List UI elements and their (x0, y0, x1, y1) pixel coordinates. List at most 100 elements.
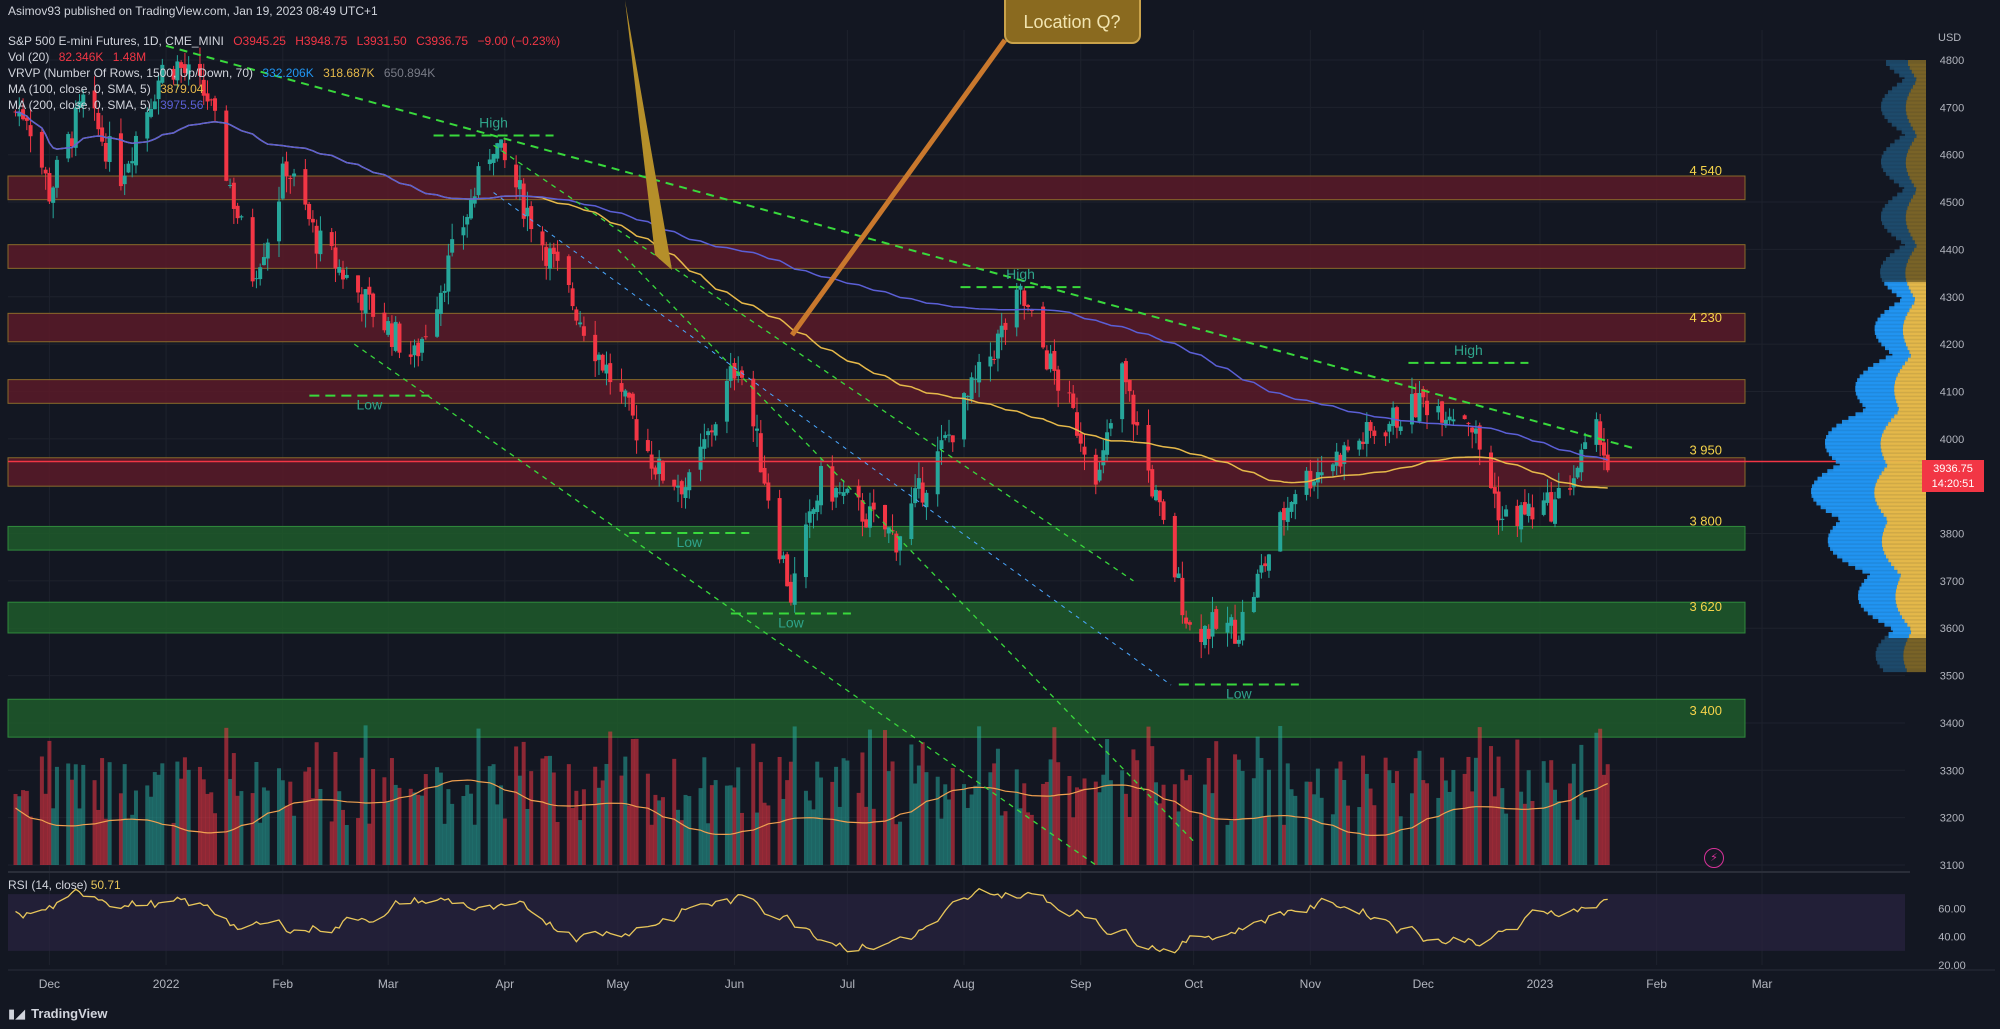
volume-bar (1541, 761, 1546, 865)
candle-body (1131, 394, 1136, 425)
candle-body (841, 492, 846, 496)
candle-body (51, 187, 56, 203)
volume-bar (792, 726, 797, 865)
candle-body (1398, 426, 1403, 432)
volume-bar (386, 802, 391, 865)
candle-body (1233, 619, 1238, 644)
profile-bar-up (1837, 552, 1887, 559)
candle-body (608, 363, 613, 383)
candle-body (303, 169, 308, 205)
profile-bar-up (1877, 317, 1905, 324)
candle-body (24, 117, 29, 121)
lightning-icon[interactable]: ⚡ (1704, 848, 1724, 868)
y-tick-label: 4400 (1940, 244, 1964, 256)
overlay-lines (8, 0, 1918, 866)
profile-bar-down (1910, 624, 1926, 631)
candle-body (1263, 563, 1268, 567)
symbol-name[interactable]: S&P 500 E-mini Futures, 1D, CME_MINI (8, 34, 224, 48)
candle-body (913, 488, 918, 504)
rsi-label: RSI (14, close) (8, 878, 88, 892)
volume-bar (47, 740, 52, 865)
volume-bar (1345, 805, 1350, 865)
candle-body (724, 380, 729, 422)
vrvp-legend[interactable]: VRVP (Number Of Rows, 1500, Up/Down, 70)… (8, 66, 441, 80)
marker-label-low: Low (778, 615, 805, 631)
candle-body (54, 159, 59, 188)
rsi-tick-label: 20.00 (1938, 960, 1966, 972)
profile-bar-down (1875, 480, 1926, 487)
profile-bar-up (1858, 597, 1896, 604)
profile-bar-up (1874, 328, 1903, 335)
candle-body (408, 354, 413, 357)
candle-body (1240, 611, 1245, 641)
candle-body (17, 111, 22, 117)
volume-bar (1172, 784, 1177, 865)
profile-bar-up (1860, 601, 1897, 608)
volume-bar (916, 765, 921, 865)
profile-bar-up (1831, 510, 1884, 517)
candle-body (947, 434, 951, 436)
profile-bar-down (1907, 222, 1926, 229)
volume-bar (107, 762, 112, 865)
y-tick-label: 4100 (1940, 386, 1964, 398)
volume-bar (1594, 732, 1599, 865)
profile-bar-down (1894, 378, 1926, 385)
profile-bar-down (1895, 393, 1926, 400)
volume-bar (724, 785, 729, 865)
profile-bar-up (1835, 457, 1886, 464)
profile-bar-up (1880, 313, 1906, 320)
profile-bar-up (1887, 116, 1909, 123)
candle-body (1014, 289, 1019, 328)
volume-bar (28, 816, 33, 865)
profile-bar-up (1877, 658, 1905, 665)
volume-bar (1466, 756, 1471, 865)
volume-bar (43, 793, 48, 865)
profile-bar-up (1833, 465, 1885, 472)
profile-bar-down (1904, 317, 1926, 324)
candle-body (653, 467, 658, 475)
candle-body (1180, 577, 1185, 616)
volume-bar (389, 758, 394, 865)
profile-bar-down (1884, 525, 1926, 532)
volume-bar (728, 785, 733, 865)
candle-body (175, 61, 180, 81)
candle-body (1519, 505, 1524, 530)
volume-bar (988, 772, 993, 865)
profile-bar-down (1908, 90, 1926, 97)
volume-legend[interactable]: Vol (20) 82.346K 1.48M (8, 50, 152, 64)
candle-body (514, 164, 519, 188)
volume-bar (1206, 758, 1211, 865)
x-tick-label: Jul (840, 977, 855, 991)
profile-bar-down (1876, 499, 1926, 506)
profile-bar-up (1889, 253, 1910, 260)
rsi-value: 50.71 (90, 878, 121, 892)
candle-body (340, 269, 345, 280)
volume-bar (713, 780, 718, 865)
profile-bar-down (1905, 268, 1926, 275)
candle-body (96, 112, 101, 130)
ma200-legend[interactable]: MA (200, close, 0, SMA, 5) 3975.56 (8, 98, 209, 112)
profile-bar-up (1857, 393, 1896, 400)
profile-bar-down (1905, 162, 1926, 169)
ohlc-high: H3948.75 (295, 34, 348, 48)
candle-body (1598, 421, 1603, 445)
volume-bar (1225, 824, 1230, 865)
x-tick-label: Dec (39, 977, 60, 991)
rsi-legend[interactable]: RSI (14, close) 50.71 (8, 878, 121, 892)
candle-body (1342, 445, 1347, 464)
volume-bar (995, 748, 1000, 865)
candle-body (886, 527, 891, 534)
candle-body (1470, 427, 1475, 433)
candle-body (1312, 481, 1317, 486)
ma100-legend[interactable]: MA (100, close, 0, SMA, 5) 3879.04 (8, 82, 209, 96)
profile-bar-down (1914, 135, 1926, 142)
zone-resistance (7, 312, 1746, 343)
profile-bar-up (1841, 419, 1889, 426)
zone-support (7, 698, 1746, 738)
candle-body (619, 383, 624, 392)
last-price-tag: 3936.75 14:20:51 (1922, 460, 1984, 492)
profile-bar-up (1874, 325, 1903, 332)
y-tick-label: 4200 (1940, 339, 1964, 351)
candle-body (171, 68, 176, 80)
